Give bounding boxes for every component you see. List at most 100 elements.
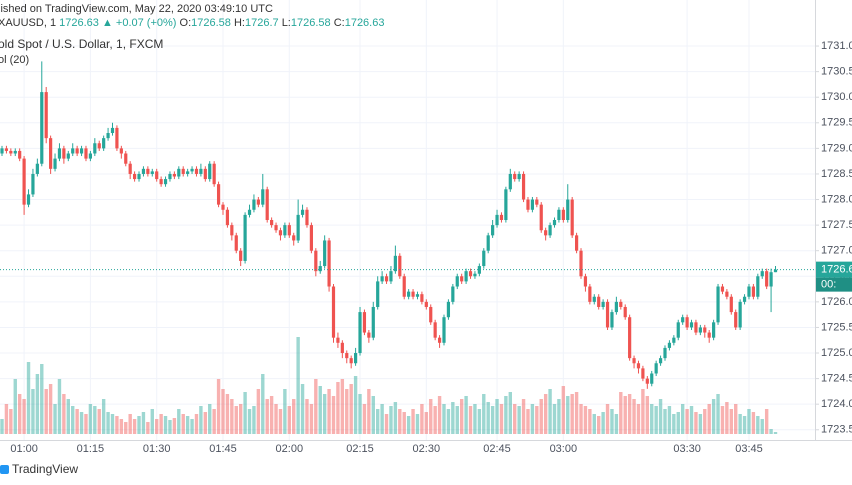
volume-bar [261, 374, 265, 434]
volume-bar [561, 386, 566, 434]
candle-body [216, 184, 221, 205]
volume-bar [588, 409, 592, 434]
volume-bar [760, 419, 764, 434]
volume-bar [44, 389, 48, 434]
volume-bar [632, 399, 636, 434]
candle-body [133, 173, 137, 180]
candle-body [566, 199, 570, 220]
volume-bar [601, 412, 605, 434]
volume-bar [720, 406, 725, 434]
volume-bar [486, 402, 490, 434]
volume-bar [17, 394, 22, 434]
volume-bar [362, 404, 367, 434]
volume-bar [22, 399, 26, 434]
candle-body [601, 301, 605, 307]
volume-bar [106, 412, 110, 434]
candle-body [349, 358, 353, 364]
candle-body [756, 276, 760, 297]
candle-body [433, 322, 437, 338]
volume-bar [128, 414, 132, 434]
candle-body [340, 342, 344, 354]
y-tick-label: 1728.0 [821, 193, 852, 205]
volume-bar [247, 409, 252, 434]
volume-bar [119, 419, 124, 434]
candle-body [751, 286, 755, 297]
candle-body [517, 173, 521, 180]
candle-body [199, 168, 203, 174]
candle-body [305, 209, 309, 226]
grid [0, 0, 815, 440]
candle-body [278, 230, 283, 236]
candle-body [376, 281, 380, 307]
volume-bar [225, 394, 230, 434]
candle-body [22, 158, 26, 205]
volume-bar [300, 384, 305, 434]
volume-bar [53, 404, 57, 434]
c-label: C: [334, 17, 345, 29]
candle-body [681, 317, 685, 323]
x-tick-label: 02:15 [346, 443, 374, 455]
volume-bar [9, 409, 13, 434]
candle-body [468, 271, 473, 277]
candle-body [53, 158, 57, 169]
volume-bar [208, 404, 212, 434]
l-value: 1726.58 [291, 17, 331, 29]
volume-bar [667, 406, 672, 434]
candle-pane [0, 61, 778, 389]
candle-body [429, 306, 433, 323]
volume-bar [490, 406, 495, 434]
volume-bar [539, 399, 543, 434]
candle-body [110, 127, 115, 134]
candle-body [676, 322, 680, 338]
candle-body [641, 368, 645, 379]
y-tick-label: 1728.5 [821, 168, 852, 180]
candle-body [544, 230, 548, 236]
volume-bar [420, 404, 424, 434]
volume-bar [340, 379, 345, 434]
candle-body [628, 317, 632, 359]
volume-bar [773, 432, 778, 434]
candle-body [274, 225, 278, 231]
volume-bar [495, 399, 499, 434]
volume-bar [4, 404, 9, 434]
volume-bar [747, 409, 751, 434]
x-tick-label: 02:45 [483, 443, 511, 455]
volume-bar [393, 402, 398, 434]
candle-body [13, 150, 17, 154]
y-tick-label: 1727.5 [821, 219, 852, 231]
candle-body [464, 271, 468, 282]
volume-bar [0, 419, 4, 434]
candle-body [530, 199, 534, 210]
candle-body [605, 301, 610, 328]
volume-bar [274, 404, 278, 434]
volume-bar [66, 399, 70, 434]
volume-bar [177, 409, 181, 434]
candle-body [26, 194, 31, 205]
y-tick-label: 1729.5 [821, 117, 852, 129]
volume-bar [645, 396, 650, 434]
candle-body [765, 271, 769, 287]
candle-body [473, 273, 477, 277]
volume-bar [583, 406, 588, 434]
candle-body [451, 286, 455, 302]
volume-bar [725, 402, 729, 434]
volume-bar [190, 419, 194, 434]
candle-body [420, 294, 424, 302]
candle-body [331, 286, 336, 338]
candle-body [393, 255, 397, 272]
y-tick-label: 1725.5 [821, 321, 852, 333]
volume-bar [305, 399, 309, 434]
x-tick-label: 01:15 [77, 443, 105, 455]
volume-bar [641, 389, 645, 434]
candle-body [35, 163, 39, 174]
candle-body [380, 276, 384, 282]
candle-body [592, 296, 596, 302]
candle-body [146, 168, 150, 174]
volume-bar [530, 404, 535, 434]
volume-bar [597, 416, 601, 434]
volume-bar [168, 420, 172, 434]
candle-body [163, 179, 168, 185]
candle-body [283, 225, 287, 236]
volume-bar [451, 402, 455, 434]
volume-bar [424, 412, 429, 434]
